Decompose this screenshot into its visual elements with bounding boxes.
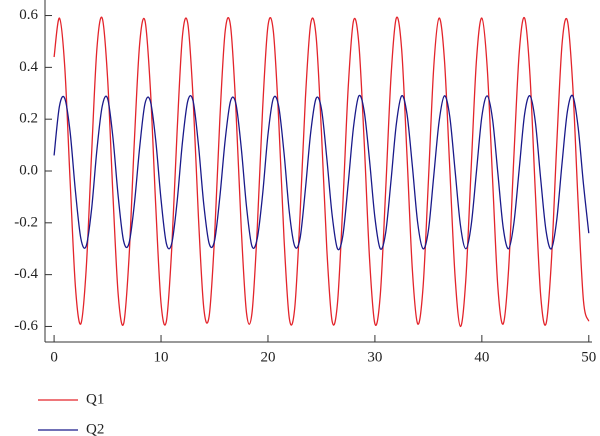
y-tick-label: -0.4 [14, 266, 38, 282]
y-tick-label: 0.4 [19, 59, 38, 75]
series-line [53, 94, 590, 251]
x-tick-label: 0 [50, 349, 58, 365]
x-tick-label: 10 [154, 349, 169, 365]
x-tick-label: 20 [260, 349, 275, 365]
y-tick-label: 0.0 [19, 162, 38, 178]
legend-label: Q2 [86, 421, 104, 436]
x-tick-label: 50 [581, 349, 596, 365]
series-line [53, 16, 590, 328]
legend-label: Q1 [86, 391, 104, 407]
y-tick-label: 0.2 [19, 111, 38, 127]
y-tick-label: -0.6 [14, 318, 38, 334]
y-tick-label: 0.6 [19, 7, 38, 23]
x-tick-label: 30 [367, 349, 382, 365]
y-tick-label: -0.2 [14, 214, 38, 230]
x-tick-label: 40 [474, 349, 489, 365]
